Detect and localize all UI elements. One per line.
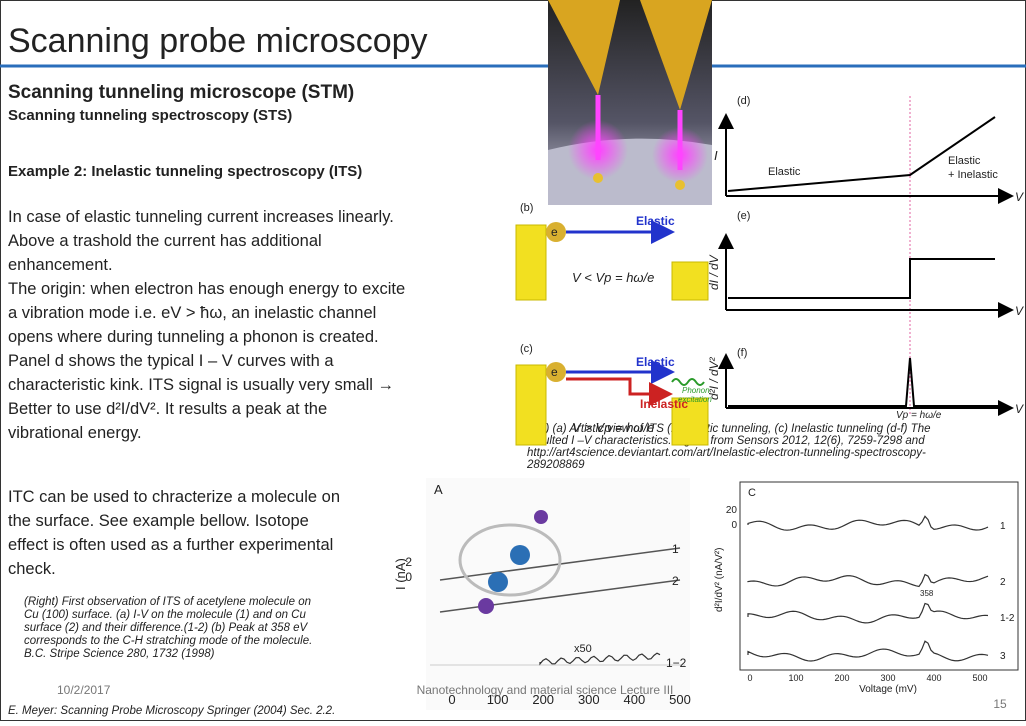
text-line: http://art4science.deviantart.com/art/In… xyxy=(527,447,926,459)
panel-label: A xyxy=(434,482,443,497)
axis-label: V xyxy=(1015,190,1024,204)
figure-label: Vp = hω/e xyxy=(896,410,942,421)
text-line: surface (2) and their difference.(1-2) (… xyxy=(24,622,309,634)
footer-course: Nanotechnology and material science Lect… xyxy=(417,683,674,697)
figure-label: + Inelastic xyxy=(948,169,998,181)
axis-label: d²I/dV² (nA/V²) xyxy=(714,548,725,612)
text-line: corresponds to the C-H stratching mode o… xyxy=(24,635,312,647)
curve-label: 1−2 xyxy=(666,656,687,670)
tick-label: 0 xyxy=(731,520,737,531)
text-line: B.C. Stripe Science 280, 1732 (1998) xyxy=(24,648,215,660)
text-line: (Right) First observation of ITS of acet… xyxy=(24,596,311,608)
tick-label: 20 xyxy=(726,505,738,516)
panel-label: (c) xyxy=(520,343,533,355)
text-line: ITC can be used to chracterize a molecul… xyxy=(8,488,340,506)
caption: (Right) First observation of ITS of acet… xyxy=(24,596,312,660)
curve-label: 1-2 xyxy=(1000,613,1015,624)
text-line: Panel d shows the typical I – V curves w… xyxy=(8,352,334,370)
curve-label: 1 xyxy=(1000,521,1006,532)
example-heading: Example 2: Inelastic tunneling spectrosc… xyxy=(8,163,362,180)
text-line: Better to use d²I/dV². It results a peak… xyxy=(8,400,327,418)
slide: Scanning probe microscopy Scanning tunne… xyxy=(0,0,1026,721)
figure-label: Phonon xyxy=(682,386,710,395)
text-line: vibrational energy. xyxy=(8,424,142,442)
panel-label: (b) xyxy=(520,202,533,214)
figure-label: Elastic xyxy=(636,355,675,369)
figure-panel: (e) dI / dV V xyxy=(707,210,1024,318)
heading: Scanning tunneling microscope (STM) xyxy=(8,82,354,103)
tick-label: 400 xyxy=(926,673,941,683)
text-line: characteristic kink. ITS signal is usual… xyxy=(8,376,394,394)
figure-label: e xyxy=(551,365,558,379)
text-line: The origin: when electron has enough ene… xyxy=(8,280,405,298)
panel-label: (d) xyxy=(737,95,750,107)
text-line: Above a trashold the current has additio… xyxy=(8,232,322,250)
figure-label: 358 xyxy=(920,589,934,598)
reference: E. Meyer: Scanning Probe Microscopy Spri… xyxy=(8,705,335,717)
text-line: a vibration mode i.e. eV > ħω, an inelas… xyxy=(8,304,376,322)
curve-label: 2 xyxy=(672,574,679,588)
figure-label: V < Vp = hω/e xyxy=(572,270,654,285)
figure-panel: C d²I/dV² (nA/V²) 20 0 0100200300400500 … xyxy=(714,482,1018,695)
trace xyxy=(748,516,988,661)
figure-panel: (d) I Elastic Elastic + Inelastic V xyxy=(714,95,1024,415)
subheading: Scanning tunneling spectroscopy (STS) xyxy=(8,107,292,124)
text-line: opens where during tunneling a phonon is… xyxy=(8,328,379,346)
paragraph: ITC can be used to chracterize a molecul… xyxy=(8,488,340,578)
page-number: 15 xyxy=(993,697,1007,711)
axis-label: I xyxy=(714,148,718,163)
figure-label: Elastic xyxy=(636,214,675,228)
text-line: check. xyxy=(8,560,56,578)
tick-label: 100 xyxy=(788,673,803,683)
artistic-image xyxy=(548,0,712,205)
panel-label: (f) xyxy=(737,347,747,359)
figure-label: Elastic xyxy=(768,166,801,178)
text-line: 289208869 xyxy=(526,459,585,471)
axis-label: V xyxy=(1015,304,1024,318)
tick-label: 300 xyxy=(880,673,895,683)
axis-label: V xyxy=(1015,402,1024,416)
figure-label: e xyxy=(551,225,558,239)
panel-label: C xyxy=(748,487,756,499)
axis-label: Voltage (mV) xyxy=(859,684,917,695)
curve-label: 2 xyxy=(1000,577,1006,588)
curve-label: 1 xyxy=(672,542,679,556)
text-line: enhancement. xyxy=(8,256,113,274)
title: Scanning probe microscopy xyxy=(8,22,428,60)
footer-date: 10/2/2017 xyxy=(57,683,111,697)
curve-label: 3 xyxy=(1000,651,1006,662)
tick-label: 200 xyxy=(834,673,849,683)
text-line: In case of elastic tunneling current inc… xyxy=(8,208,394,226)
panel-label: (e) xyxy=(737,210,750,222)
figure-panel: (c) e Elastic Inelastic Phonon excitatio… xyxy=(516,343,712,445)
text-line: effect is often used as a further experi… xyxy=(8,536,333,554)
figure-label: V > Vp = hω/e xyxy=(572,420,654,435)
paragraph: In case of elastic tunneling current inc… xyxy=(8,208,405,442)
figure-panel: (b) e Elastic V < Vp = hω/e xyxy=(516,202,708,300)
page: Scanning probe microscopy Scanning tunne… xyxy=(0,0,1026,721)
figure-label: Elastic xyxy=(948,155,981,167)
axis-label: dI / dV xyxy=(707,254,721,290)
figure-panel: (f) d²I / dV² Vp = hω/e V xyxy=(707,347,1024,421)
tick-label: 0 xyxy=(747,673,752,683)
tick-label: 2 xyxy=(405,555,412,569)
text-line: resulted I –V characteristics. Figure fr… xyxy=(527,435,925,447)
tick-label: 0 xyxy=(405,570,412,584)
tick-label: 500 xyxy=(972,673,987,683)
text-line: the surface. See example bellow. Isotope xyxy=(8,512,309,530)
figure-label: excitation xyxy=(678,395,712,404)
text-line: Cu (100) surface. (a) I-V on the molecul… xyxy=(24,609,306,621)
figure-label: x50 xyxy=(574,643,592,655)
